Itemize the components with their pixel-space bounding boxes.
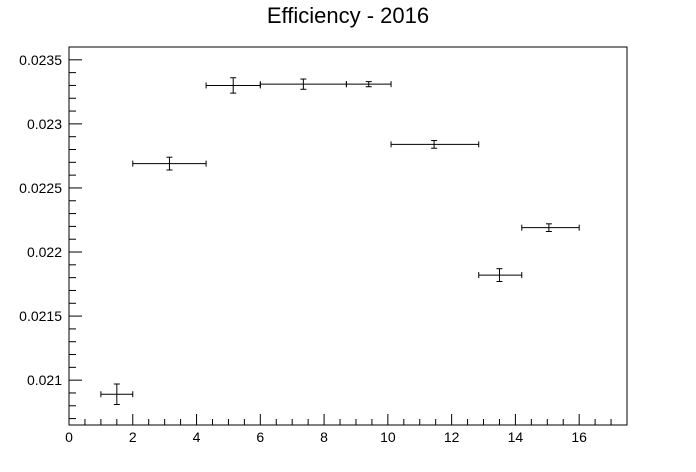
- x-tick-label: 10: [380, 429, 396, 445]
- data-point: [478, 268, 523, 282]
- chart-title: Efficiency - 2016: [267, 3, 429, 28]
- data-point: [100, 383, 134, 405]
- x-tick-label: 16: [571, 429, 587, 445]
- x-tick-label: 8: [320, 429, 328, 445]
- data-point: [390, 140, 480, 149]
- y-tick-label: 0.0215: [19, 308, 62, 324]
- y-axis: 0.021 0.0215 0.022 0.0225 0.023 0.0235: [19, 46, 82, 420]
- y-tick-label: 0.022: [27, 244, 62, 260]
- y-tick-label: 0.021: [27, 372, 62, 388]
- data-point: [521, 223, 580, 233]
- x-tick-label: 6: [256, 429, 264, 445]
- data-point: [205, 77, 261, 94]
- plot-frame: [68, 46, 628, 426]
- x-axis: 0 2 4 6 8 10 12 14 16: [65, 414, 628, 445]
- data-point: [132, 156, 207, 171]
- y-tick-label: 0.0225: [19, 180, 62, 196]
- x-tick-label: 0: [65, 429, 73, 445]
- y-tick-label: 0.0235: [19, 52, 62, 68]
- y-tick-label: 0.023: [27, 116, 62, 132]
- data-points: [100, 77, 580, 405]
- x-tick-label: 2: [129, 429, 137, 445]
- x-tick-label: 4: [193, 429, 201, 445]
- data-point: [259, 78, 347, 90]
- x-tick-label: 12: [444, 429, 460, 445]
- x-tick-label: 14: [508, 429, 524, 445]
- data-point: [345, 81, 392, 88]
